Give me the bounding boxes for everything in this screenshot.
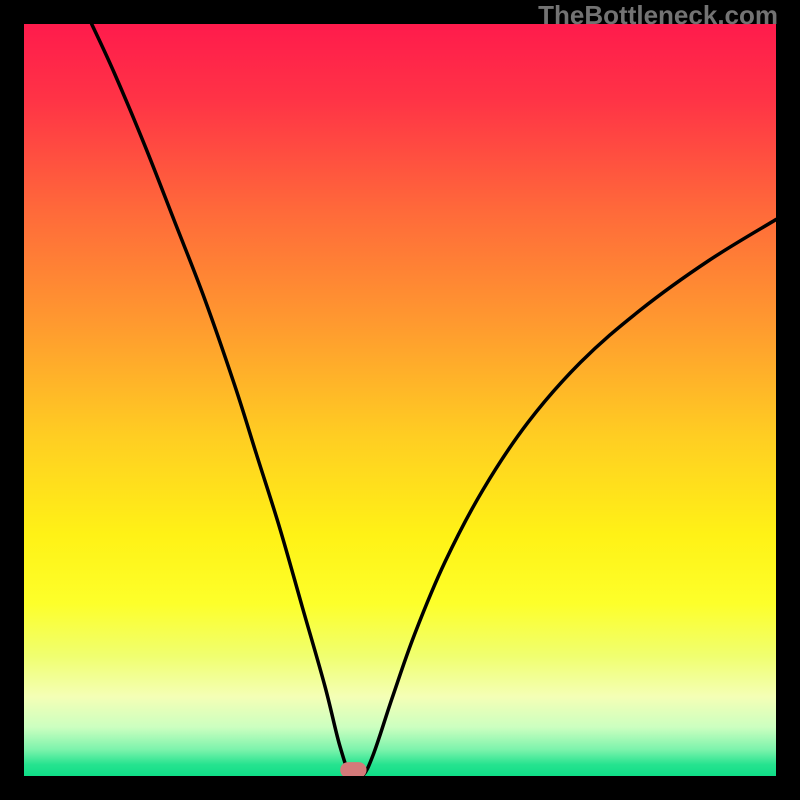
optimum-marker [340,762,366,778]
chart-svg [0,0,800,800]
watermark-text: TheBottleneck.com [538,0,778,31]
chart-frame [0,0,800,800]
gradient-background [24,24,776,776]
